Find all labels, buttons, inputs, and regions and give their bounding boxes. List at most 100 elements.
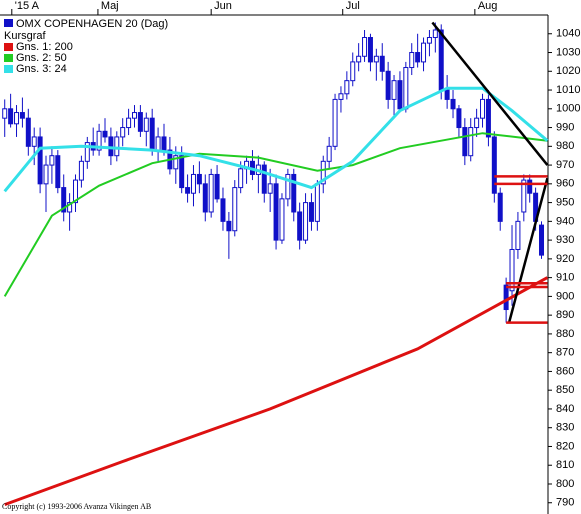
candle-body [185,187,191,194]
candle-body [379,55,385,72]
moving-average [3,86,549,193]
marks [2,21,549,507]
x-tick-label: Jul [346,0,360,12]
candle-body [279,198,285,241]
candle-body [344,80,350,95]
candle-body [2,108,8,119]
y-tick-label: 1010 [556,84,580,96]
moving-average [3,132,548,297]
candle-body [497,192,503,222]
y-tick-label: 810 [556,459,574,471]
candle-body [356,55,362,63]
y-tick-label: 880 [556,328,574,340]
trendline [431,21,549,166]
x-tick-label: '15 A [15,0,40,12]
moving-average [4,276,549,507]
candle-body [19,112,25,119]
y-tick-label: 960 [556,178,574,190]
candle-body [297,211,303,241]
candle-body [220,198,226,222]
candle-body [232,187,238,232]
y-tick-label: 890 [556,309,574,321]
candle-body [480,98,486,119]
candle-body [521,179,527,213]
candle-body [539,224,545,256]
y-tick-label: 910 [556,272,574,284]
candle-body [8,108,14,125]
legend-swatch [4,54,13,62]
candle-body [474,117,480,129]
y-tick-label: 950 [556,197,574,209]
candle-body [462,127,468,157]
candle-body [362,37,368,57]
legend-entry: Gns. 3: 24 [16,63,67,75]
y-tick-label: 840 [556,403,574,415]
candle-body [179,155,185,189]
candle-body [303,202,309,241]
legend-entry: Gns. 2: 50 [16,52,67,64]
y-tick-label: 990 [556,121,574,133]
y-tick-label: 1000 [556,103,580,115]
y-tick-label: 790 [556,497,574,509]
legend-swatch [4,65,13,73]
candle-body [149,117,155,151]
candle-body [161,136,167,151]
candle-body [468,127,474,157]
candle-body [285,173,291,200]
y-tick-label: 1040 [556,28,580,40]
candle-body [196,173,202,185]
y-tick-label: 980 [556,140,574,152]
candle-body [114,136,120,157]
candle-body [137,112,143,132]
candle-body [126,117,132,129]
candle-body [403,67,409,110]
candle-body [61,187,67,213]
legend-title: OMX COPENHAGEN 20 (Dag) [16,18,168,30]
candle-body [102,130,108,138]
y-tick-label: 870 [556,347,574,359]
candle-body [415,52,421,63]
candle-body [397,80,403,110]
legend-entry: Kursgraf [4,30,47,42]
legend-swatch [4,43,13,51]
candle-body [67,202,73,213]
candle-body [173,155,179,170]
candle-body [491,136,497,194]
candle-body [338,93,344,100]
candle-body [214,173,220,200]
candle-body [208,173,214,213]
candle-body [438,29,444,91]
candle-body [96,130,102,151]
legend-entry: Gns. 1: 200 [16,41,73,53]
y-tick-label: 1020 [556,65,580,77]
candle-body [320,160,326,185]
y-tick-label: 820 [556,440,574,452]
copyright: Copyright (c) 1993-2006 Avanza Vikingen … [2,502,151,511]
candle-body [314,183,320,222]
candle-body [31,136,37,147]
trendline [507,177,549,323]
y-tick-label: 1030 [556,46,580,58]
candle-body [373,55,379,63]
candle-body [456,108,462,129]
candle-body [509,248,515,292]
candle-body [14,112,20,125]
candle-body [131,112,137,119]
y-tick-label: 970 [556,159,574,171]
candle-body [143,117,149,132]
candle-body [385,70,391,100]
candle-body [391,80,397,100]
candle-body [226,220,232,232]
candle-body [367,37,373,63]
candle-body [73,179,79,204]
candle-body [291,173,297,213]
candle-body [432,29,438,39]
y-tick-label: 850 [556,384,574,396]
y-tick-label: 860 [556,365,574,377]
candle-body [426,37,432,44]
candle-body [450,98,456,110]
x-tick-label: Jun [214,0,232,12]
